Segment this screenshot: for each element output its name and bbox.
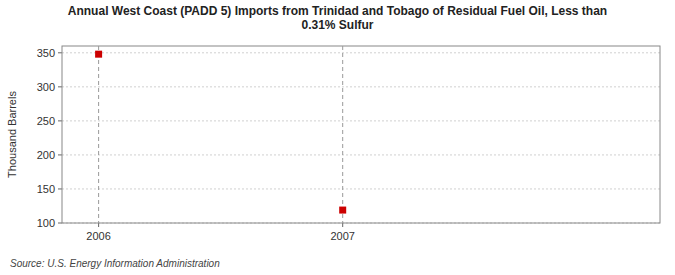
y-tick-label: 150 bbox=[37, 183, 55, 195]
y-tick-label: 200 bbox=[37, 149, 55, 161]
title: Annual West Coast (PADD 5) Imports from … bbox=[68, 4, 607, 32]
axes: 100 150 200 250 300 350 2006 2007 bbox=[37, 46, 660, 242]
data-point bbox=[95, 51, 102, 58]
grid-line bbox=[62, 52, 660, 53]
y-tick-label: 300 bbox=[37, 81, 55, 93]
y-tick bbox=[58, 52, 62, 53]
grid bbox=[62, 53, 660, 223]
grid-line bbox=[62, 120, 660, 121]
y-tick-label: 250 bbox=[37, 115, 55, 127]
data-layer bbox=[95, 46, 346, 223]
y-tick bbox=[58, 188, 62, 189]
point-guide bbox=[342, 46, 343, 223]
grid-line bbox=[62, 188, 660, 189]
title-line: Annual West Coast (PADD 5) Imports from … bbox=[68, 4, 607, 18]
grid-line bbox=[62, 154, 660, 155]
y-axis-label: Thousand Barrels bbox=[6, 91, 18, 178]
data-point bbox=[339, 207, 346, 214]
y-tick bbox=[58, 120, 62, 121]
x-tick-label: 2006 bbox=[86, 230, 110, 242]
chart-svg: Annual West Coast (PADD 5) Imports from … bbox=[0, 0, 675, 275]
x-tick bbox=[98, 223, 99, 227]
y-tick bbox=[58, 86, 62, 87]
y-tick bbox=[58, 154, 62, 155]
y-tick bbox=[58, 223, 62, 224]
x-tick bbox=[342, 223, 343, 227]
grid-line bbox=[62, 86, 660, 87]
x-tick-label: 2007 bbox=[330, 230, 354, 242]
y-tick-label: 100 bbox=[37, 217, 55, 229]
chart-container: Annual West Coast (PADD 5) Imports from … bbox=[0, 0, 675, 275]
title-line: 0.31% Sulfur bbox=[301, 18, 373, 32]
y-tick-label: 350 bbox=[37, 47, 55, 59]
point-guide bbox=[98, 46, 99, 223]
plot-frame bbox=[62, 46, 660, 223]
source: Source: U.S. Energy Information Administ… bbox=[10, 258, 220, 269]
